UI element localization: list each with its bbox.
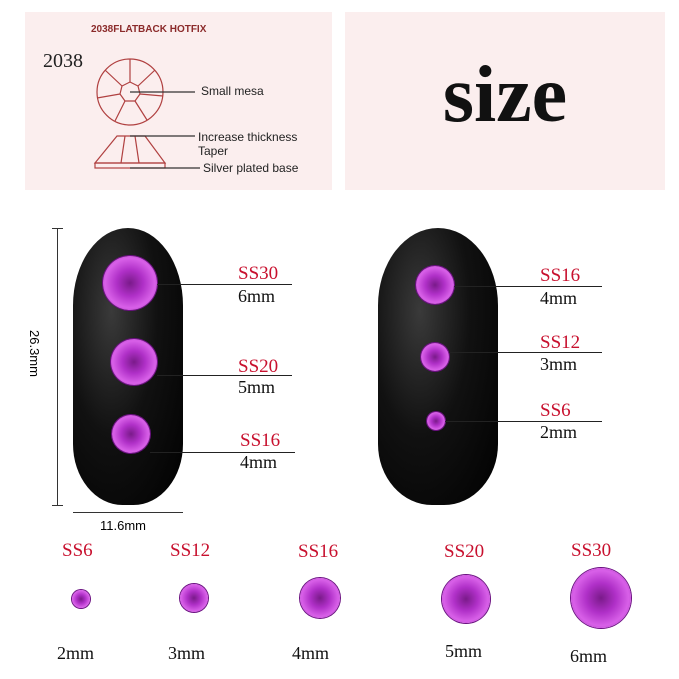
size-code: SS16 — [240, 430, 281, 451]
dim-tick — [52, 505, 63, 506]
size-mm: 3mm — [540, 354, 578, 374]
gem-ss20 — [442, 575, 490, 623]
gem-ss16 — [112, 415, 150, 453]
diagram-header: 2038FLATBACK HOTFIX — [91, 24, 207, 35]
dim-tick — [52, 228, 63, 229]
size-code: SS30 — [238, 263, 279, 284]
size-code: SS6 — [540, 400, 571, 421]
size-code: SS12 — [540, 332, 581, 353]
gem-ss16 — [416, 266, 454, 304]
size-mm: 4mm — [540, 288, 578, 308]
diagram-panel: 2038FLATBACK HOTFIX 2038 Small mesa Incr… — [25, 12, 332, 190]
gem-ss16 — [300, 578, 340, 618]
size-mm: 2mm — [540, 422, 578, 442]
leader-line — [449, 352, 602, 353]
size-mm: 4mm — [292, 643, 330, 663]
size-code: SS30 — [571, 540, 612, 561]
size-code: SS20 — [238, 356, 279, 377]
size-code: SS6 — [62, 540, 93, 561]
page-title: size — [442, 51, 568, 139]
label-taper: Taper — [198, 144, 229, 158]
size-mm: 4mm — [240, 452, 278, 472]
size-code: SS16 — [298, 541, 339, 562]
size-mm: 6mm — [570, 646, 608, 666]
width-dimension-line — [73, 512, 183, 513]
label-silver-plated-base: Silver plated base — [203, 161, 299, 175]
gem-ss12 — [421, 343, 449, 371]
size-mm: 3mm — [168, 643, 206, 663]
nail-height-label: 26.3mm — [27, 330, 42, 377]
size-code: SS16 — [540, 265, 581, 286]
gem-ss30 — [571, 568, 631, 628]
height-dimension-line — [57, 228, 58, 505]
size-code: SS20 — [444, 541, 485, 562]
leader-line — [157, 375, 292, 376]
size-mm: 5mm — [238, 377, 276, 397]
label-increase-thickness: Increase thickness — [198, 130, 298, 144]
label-small-mesa: Small mesa — [201, 84, 264, 98]
leader-line — [445, 421, 602, 422]
gem-ss30 — [103, 256, 157, 310]
model-number: 2038 — [43, 50, 83, 72]
gem-ss20 — [111, 339, 157, 385]
size-mm: 5mm — [445, 641, 483, 661]
gem-ss6 — [72, 590, 90, 608]
rhinestone-diagram-icon — [93, 58, 200, 169]
size-code: SS12 — [170, 540, 211, 561]
size-mm: 2mm — [57, 643, 95, 663]
nail-width-label: 11.6mm — [100, 518, 146, 533]
size-mm: 6mm — [238, 286, 276, 306]
gem-ss6 — [427, 412, 445, 430]
leader-line — [454, 286, 602, 287]
leader-line — [150, 452, 295, 453]
title-panel: size — [345, 12, 665, 190]
leader-line — [157, 284, 292, 285]
gem-ss12 — [180, 584, 208, 612]
